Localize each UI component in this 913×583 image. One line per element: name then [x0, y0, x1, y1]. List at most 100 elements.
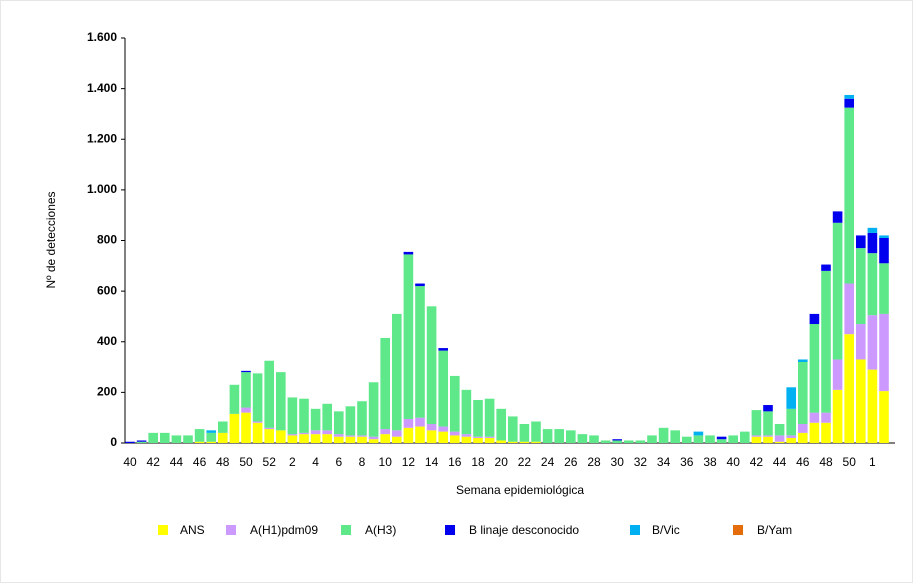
bar-segment [392, 430, 402, 437]
bar-segment [206, 430, 216, 433]
bar-segment [368, 436, 379, 440]
legend-swatch [158, 525, 168, 535]
bar-segment [832, 359, 843, 390]
x-tick-label: 44 [773, 455, 787, 469]
bar-segment [403, 251, 414, 255]
bar-segment [357, 401, 367, 436]
bar-segment [171, 435, 182, 443]
bar-segment [844, 334, 854, 443]
bar-segment [809, 324, 820, 413]
bar-segment [519, 441, 530, 443]
bar-segment [879, 235, 889, 238]
bar-segment [856, 235, 866, 249]
bar-segment [310, 430, 321, 435]
bar-segment [867, 253, 878, 316]
bar-segment [821, 264, 831, 271]
bar-segment [426, 306, 437, 425]
bar-segment [763, 435, 773, 437]
bar-segment [206, 441, 216, 443]
x-tick-label: 36 [680, 455, 694, 469]
bar-segment [380, 434, 390, 443]
bar-segment [542, 429, 553, 443]
bar-segment [670, 430, 680, 443]
bar-segment [299, 398, 309, 433]
bar-segment [832, 389, 843, 443]
bar-segment [380, 429, 390, 435]
legend-swatch [445, 525, 455, 535]
bar-segment [705, 435, 715, 443]
y-axis-title: Nº de detecciones [44, 191, 58, 288]
bar-segment [241, 372, 251, 408]
bar-segment [368, 439, 379, 443]
bar-segment [334, 411, 344, 435]
bar-segment [798, 432, 808, 443]
bar-segment [751, 436, 762, 443]
bar-segment [299, 432, 309, 435]
bar-segment [403, 254, 414, 419]
legend-swatch [630, 525, 640, 535]
bar-segment [716, 439, 727, 443]
bar-segment [612, 439, 622, 441]
bar-segment [194, 441, 205, 443]
bar-segment [484, 436, 495, 438]
y-tick-label: 1.200 [87, 131, 117, 145]
bar-segment [763, 411, 773, 436]
bar-segment [322, 403, 332, 431]
x-tick-label: 12 [402, 455, 416, 469]
bar-segment [438, 350, 448, 427]
bar-segment [740, 431, 750, 443]
bar-segment [287, 435, 298, 443]
bar-segment [229, 413, 240, 443]
bar-segment [856, 324, 866, 360]
bar-segment [450, 375, 460, 432]
bar-segment [809, 313, 820, 325]
bar-segment [856, 248, 866, 325]
bar-segment [345, 435, 356, 437]
bar-segment [508, 416, 518, 442]
bar-segment [241, 370, 251, 373]
bar-segment [276, 372, 286, 431]
bar-segment [832, 211, 843, 223]
bar-segment [774, 435, 785, 442]
bar-segment [461, 434, 472, 437]
bar-segment [438, 348, 448, 351]
y-tick-label: 1.400 [87, 81, 117, 95]
x-tick-label: 16 [448, 455, 462, 469]
bar-segment [241, 412, 251, 443]
legend-label: B/Yam [757, 523, 792, 537]
y-tick-label: 600 [97, 283, 117, 297]
bar-segment [774, 441, 785, 443]
bar-segment [658, 427, 669, 443]
x-tick-label: 20 [495, 455, 509, 469]
bar-segment [450, 435, 460, 443]
bar-segment [438, 431, 448, 443]
bar-segment [368, 382, 379, 437]
bar-segment [693, 435, 704, 443]
bar-segment [716, 436, 727, 440]
x-tick-label: 24 [541, 455, 555, 469]
bar-segment [160, 432, 170, 443]
bar-segment [867, 315, 878, 370]
y-tick-label: 200 [97, 385, 117, 399]
bar-segment [821, 270, 831, 413]
x-tick-label: 4 [312, 455, 319, 469]
x-tick-label: 42 [750, 455, 764, 469]
x-tick-label: 14 [425, 455, 439, 469]
bar-segment [786, 387, 796, 409]
x-tick-label: 44 [170, 455, 184, 469]
bar-segment [183, 435, 193, 443]
bar-segment [531, 421, 541, 442]
y-tick-label: 0 [110, 435, 117, 449]
bar-segment [577, 434, 588, 443]
bar-segment [508, 441, 518, 443]
bar-segment [682, 436, 692, 443]
bar-segment [415, 283, 425, 287]
bar-segment [844, 107, 854, 284]
bar-segment [728, 435, 738, 443]
bar-segment [194, 429, 205, 442]
x-tick-label: 1 [869, 455, 876, 469]
x-tick-label: 50 [239, 455, 253, 469]
bar-segment [484, 437, 495, 443]
